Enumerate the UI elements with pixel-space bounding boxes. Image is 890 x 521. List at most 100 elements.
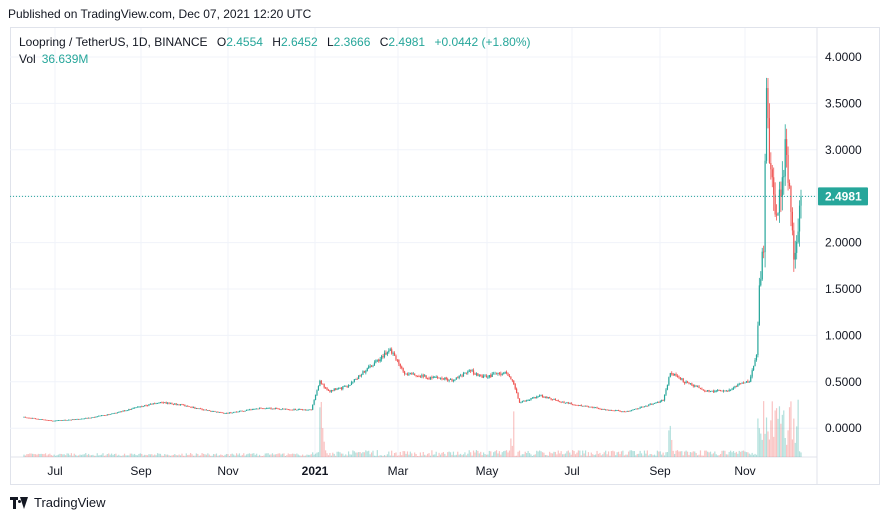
volume-bar <box>287 453 289 457</box>
candle-body <box>70 419 72 421</box>
volume-bar <box>577 450 579 457</box>
candle-body <box>320 380 322 384</box>
candle-body <box>161 402 163 404</box>
volume-bar <box>566 451 568 457</box>
y-tick-label: 1.0000 <box>825 328 862 342</box>
volume-bar <box>721 450 723 457</box>
candle-body <box>388 350 390 353</box>
volume-bar <box>251 453 253 457</box>
volume-bar <box>757 418 759 457</box>
volume-bar <box>628 451 630 457</box>
volume-bar <box>643 450 646 457</box>
volume-bar <box>96 453 98 457</box>
volume-bar <box>593 454 595 457</box>
tradingview-footer[interactable]: TradingView <box>10 495 106 510</box>
candle-body <box>237 411 239 413</box>
volume-bar <box>119 455 121 457</box>
candle-body <box>77 419 80 420</box>
volume-bar <box>225 453 228 457</box>
candle-body <box>674 373 676 376</box>
candle-body <box>201 408 203 410</box>
volume-bar <box>636 453 638 457</box>
volume-bar <box>339 452 341 457</box>
volume-bar <box>477 450 479 457</box>
volume-bar <box>257 455 259 457</box>
volume-bar <box>336 451 338 457</box>
volume-bar <box>550 453 552 457</box>
chart-frame[interactable] <box>10 27 880 485</box>
candle-body <box>452 380 455 382</box>
candle-body <box>326 387 328 391</box>
volume-bar <box>679 451 681 457</box>
volume-bar <box>465 455 467 457</box>
volume-bar <box>297 454 299 457</box>
candle-body <box>187 405 189 407</box>
candle-body <box>605 409 607 411</box>
candle-body <box>610 410 613 411</box>
volume-bar <box>233 454 235 457</box>
volume-bar <box>705 450 707 457</box>
volume-bar <box>408 454 410 457</box>
candle-body <box>297 409 299 411</box>
volume-bar <box>88 453 90 457</box>
candle-body <box>125 410 127 412</box>
candle-body <box>431 377 433 379</box>
volume-bar <box>645 453 647 457</box>
candle-body <box>40 419 42 420</box>
candle-body <box>592 406 594 408</box>
volume-bar <box>80 454 83 457</box>
candle-body <box>57 420 60 421</box>
candle-body <box>471 370 473 372</box>
volume-bar <box>511 445 513 457</box>
volume-bar <box>725 454 727 457</box>
volume-bar <box>234 455 236 457</box>
volume-bar <box>386 454 388 457</box>
candle-body <box>497 372 499 374</box>
volume-bar <box>651 454 653 457</box>
volume-bar <box>356 452 358 457</box>
candle-body <box>291 409 294 411</box>
candle-body <box>753 365 755 371</box>
candle-body <box>279 408 281 410</box>
volume-bar <box>201 453 203 457</box>
volume-bar <box>129 453 131 457</box>
candle-body <box>383 352 386 358</box>
volume-bar <box>712 453 714 457</box>
candle-body <box>642 406 644 408</box>
candle-body <box>82 418 84 420</box>
candle-body <box>628 411 630 412</box>
volume-bar <box>544 454 546 457</box>
volume-bar <box>165 454 167 457</box>
candle-body <box>340 387 343 390</box>
candle-body <box>92 417 94 418</box>
volume-bar <box>602 454 604 457</box>
volume-bar <box>794 442 796 457</box>
candle-body <box>148 404 150 406</box>
volume-bar <box>246 454 248 457</box>
candle-body <box>676 376 679 377</box>
candle-body <box>373 362 376 366</box>
volume-bar <box>77 455 80 457</box>
volume-bar <box>653 454 656 457</box>
candle-body <box>718 390 720 391</box>
candle-body <box>217 411 219 413</box>
volume-bar <box>531 455 534 457</box>
volume-bar <box>770 420 772 457</box>
candle-body <box>748 381 750 383</box>
volume-bar <box>372 450 374 457</box>
candle-body <box>105 415 107 417</box>
volume-bar <box>195 453 197 457</box>
symbol-title[interactable]: Loopring / TetherUS, 1D, BINANCE <box>19 35 208 49</box>
candle-body <box>696 386 699 388</box>
volume-bar <box>569 452 571 457</box>
volume-bar <box>37 453 39 457</box>
candle-body <box>302 409 304 411</box>
candle-body <box>307 409 309 411</box>
volume-bar <box>750 454 752 457</box>
volume-bar <box>717 455 719 457</box>
candle-body <box>88 417 90 419</box>
candle-body <box>707 390 709 392</box>
volume-bar <box>44 453 47 457</box>
volume-bar <box>783 410 785 457</box>
